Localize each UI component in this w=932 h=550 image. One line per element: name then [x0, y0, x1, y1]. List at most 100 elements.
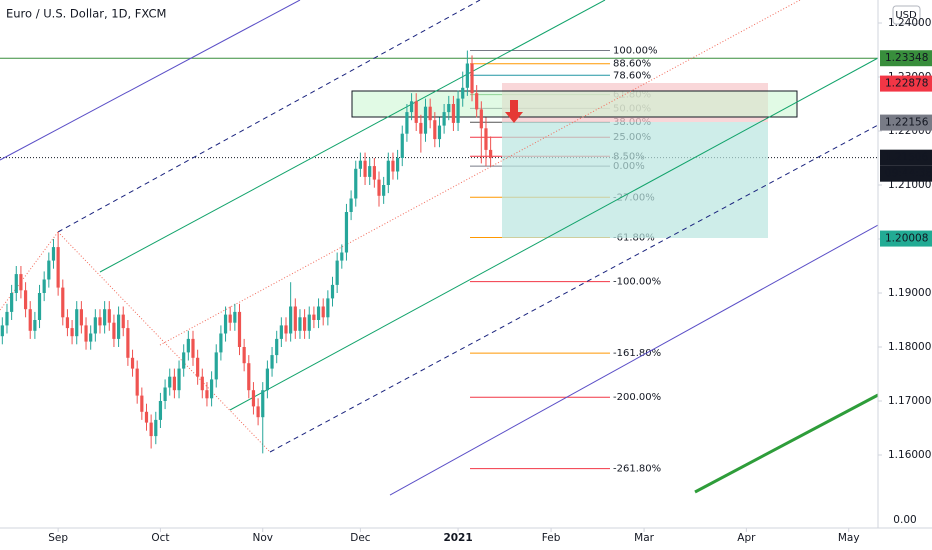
price-label-box — [880, 114, 932, 131]
candle-body — [386, 160, 390, 185]
candle-body — [312, 314, 316, 320]
candle-body — [168, 376, 172, 388]
candle-body — [47, 260, 51, 280]
currency[interactable]: USD — [895, 10, 917, 21]
candle-body — [293, 306, 297, 331]
x-tick-label: Nov — [252, 532, 273, 544]
x-tick-label: Dec — [350, 532, 371, 544]
candle-body — [409, 101, 414, 113]
candle-body — [307, 314, 311, 331]
candle-body — [340, 252, 344, 261]
candle-body — [475, 93, 479, 110]
candle-body — [33, 319, 37, 331]
candle-body — [10, 292, 14, 312]
candle-body — [279, 325, 283, 339]
down-arrow — [505, 100, 523, 123]
candle-body — [121, 314, 125, 329]
candle-body — [479, 109, 483, 129]
candle-body — [172, 376, 176, 391]
handle-line — [0, 231, 59, 311]
candle-body — [261, 390, 265, 418]
y-tick-label: 1.16000 — [888, 449, 931, 461]
countdown-box — [880, 165, 932, 182]
pane-label: 0.00 — [893, 514, 916, 526]
candle-body — [330, 284, 335, 299]
candle-body — [382, 184, 386, 196]
candle-body — [42, 279, 46, 293]
fib-label: -161.80% — [613, 348, 661, 359]
candle-body — [233, 311, 237, 323]
candle-body — [98, 317, 102, 326]
candle-body — [196, 357, 200, 377]
candle-body — [451, 104, 456, 123]
candle-body — [144, 411, 149, 423]
candle-body — [126, 328, 130, 358]
x-tick-label: Sep — [48, 532, 68, 544]
candle-body — [14, 274, 18, 293]
pitchfork-line — [229, 57, 879, 411]
candle-body — [247, 363, 251, 391]
candle-body — [321, 306, 325, 318]
candle-body — [0, 325, 4, 337]
y-tick-label: 1.19000 — [888, 287, 931, 299]
candle-body — [303, 317, 307, 331]
pitchfork-line — [99, 0, 606, 273]
price-label-box — [880, 149, 932, 166]
candle-body — [37, 292, 42, 320]
candle-body — [186, 338, 190, 353]
candle-body — [437, 125, 442, 140]
candle-body — [158, 400, 163, 420]
candle-body — [349, 198, 353, 212]
candle-body — [28, 309, 32, 331]
candle-body — [423, 106, 428, 134]
candle-body — [56, 247, 60, 288]
candle-body — [396, 158, 400, 172]
candle-body — [75, 309, 79, 337]
candle-body — [242, 346, 246, 364]
candle-body — [447, 104, 451, 113]
candle-body — [182, 352, 186, 369]
candle-body — [484, 128, 488, 150]
candle-body — [377, 179, 381, 196]
candle-body — [461, 87, 465, 99]
x-tick-label: May — [838, 532, 860, 544]
fib-label: -200.00% — [613, 392, 661, 403]
candle-body — [65, 317, 70, 329]
candle-body — [251, 390, 256, 407]
price-label-box — [880, 75, 932, 92]
candle-body — [93, 317, 97, 334]
fib-label: 78.60% — [613, 70, 651, 81]
candle-body — [275, 338, 279, 356]
candle-body — [316, 306, 321, 320]
candle-body — [228, 314, 232, 323]
x-tick-label: Oct — [151, 532, 169, 544]
candle-body — [358, 160, 363, 169]
x-tick-label: Feb — [542, 532, 561, 544]
fib-label: -100.00% — [613, 277, 661, 288]
candle-body — [405, 112, 409, 134]
y-tick-label: 1.21000 — [888, 179, 931, 191]
candle-body — [256, 406, 260, 418]
candle-body — [154, 419, 158, 437]
median-line — [159, 0, 801, 346]
fib-label: 88.60% — [613, 59, 651, 70]
currency-button[interactable] — [892, 5, 921, 25]
candle-body — [219, 333, 223, 353]
candle-body — [298, 317, 302, 331]
y-tick-label: 1.18000 — [888, 341, 931, 353]
candle-body — [270, 355, 274, 369]
candle-body — [135, 368, 139, 396]
price-axis — [878, 0, 932, 550]
candle-body — [61, 287, 65, 318]
price-label: 1.22156 — [885, 117, 929, 129]
candle-body — [470, 63, 474, 94]
candle-body — [433, 120, 437, 140]
zone-box — [351, 90, 798, 118]
candle-body — [149, 422, 153, 437]
candle-body — [5, 311, 9, 326]
x-tick-label: Apr — [737, 532, 756, 544]
candle-body — [335, 260, 339, 285]
candle-body — [130, 357, 135, 369]
candle-body — [400, 133, 404, 159]
drawings — [0, 0, 879, 496]
